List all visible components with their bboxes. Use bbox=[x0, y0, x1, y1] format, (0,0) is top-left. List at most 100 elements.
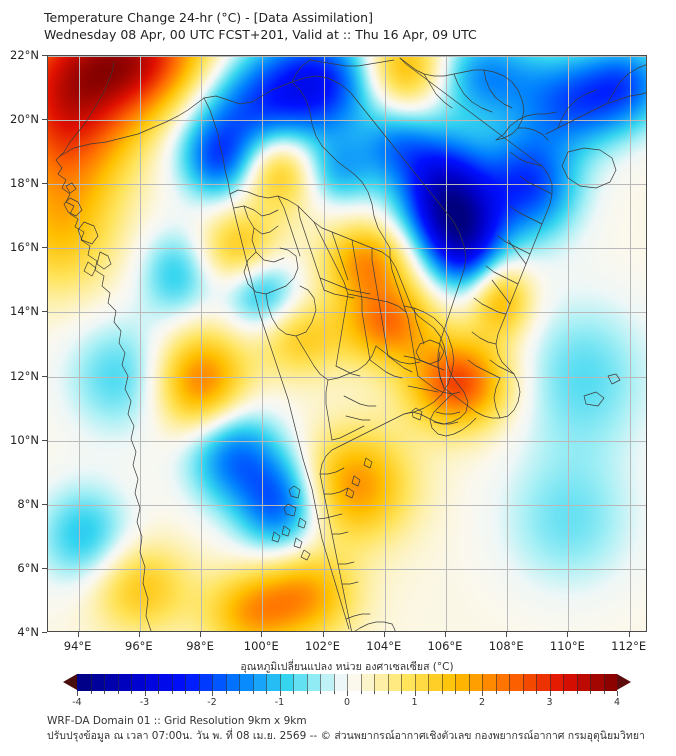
y-axis-tick bbox=[42, 568, 47, 569]
colorbar-minor-tick bbox=[131, 691, 132, 694]
colorbar-minor-tick bbox=[495, 691, 497, 694]
y-axis-label: 22°N bbox=[10, 48, 39, 62]
gridline-vertical bbox=[262, 56, 263, 631]
x-axis-label: 106°E bbox=[427, 639, 463, 653]
temperature-anomaly-field bbox=[48, 56, 646, 631]
x-axis-label: 100°E bbox=[243, 639, 279, 653]
colorbar-major-tick bbox=[144, 691, 146, 696]
coastline-svg bbox=[55, 57, 646, 631]
gridline-horizontal bbox=[48, 441, 646, 442]
gridline-vertical bbox=[507, 56, 508, 631]
colorbar-minor-tick bbox=[387, 691, 389, 694]
colorbar-minor-tick bbox=[239, 691, 240, 694]
page-title: Temperature Change 24-hr (°C) - [Data As… bbox=[44, 10, 373, 25]
colorbar-tick-label: -3 bbox=[139, 697, 150, 708]
colorbar-segment bbox=[522, 674, 536, 691]
x-axis-label: 96°E bbox=[125, 639, 153, 653]
colorbar-low-extend-cap bbox=[63, 674, 77, 690]
x-axis-tick bbox=[261, 632, 262, 637]
colorbar-segment bbox=[171, 674, 185, 691]
footer-model-info: WRF-DA Domain 01 :: Grid Resolution 9km … bbox=[47, 715, 307, 727]
colorbar-minor-tick bbox=[117, 691, 119, 694]
colorbar-segment bbox=[590, 674, 604, 691]
y-axis-label: 6°N bbox=[17, 560, 39, 575]
x-axis-label: 108°E bbox=[488, 639, 524, 653]
colorbar-minor-tick bbox=[401, 691, 402, 694]
colorbar-tick-label: -1 bbox=[274, 697, 285, 708]
colorbar-major-tick bbox=[279, 691, 281, 696]
gridline-vertical bbox=[79, 56, 80, 631]
colorbar-major-tick bbox=[414, 691, 416, 696]
y-axis-tick bbox=[42, 119, 47, 120]
colorbar-tick-label: 2 bbox=[478, 697, 486, 708]
colorbar-segment bbox=[77, 674, 91, 691]
colorbar-gradient bbox=[77, 674, 617, 691]
map-plot-area[interactable] bbox=[47, 55, 647, 632]
y-axis-label: 12°N bbox=[10, 368, 39, 383]
colorbar-tick-label: 0 bbox=[343, 697, 351, 708]
gridline-horizontal bbox=[48, 505, 646, 506]
colorbar-minor-tick bbox=[225, 691, 227, 694]
y-axis-label: 10°N bbox=[10, 432, 39, 447]
y-axis-tick bbox=[42, 183, 47, 184]
colorbar-title: อุณหภูมิเปลี่ยนแปลง หน่วย องศาเซลเซียส (… bbox=[240, 661, 454, 673]
gridline-vertical bbox=[140, 56, 141, 631]
gridline-horizontal bbox=[48, 377, 646, 378]
colorbar-minor-tick bbox=[590, 691, 591, 694]
gridline-vertical bbox=[201, 56, 202, 631]
colorbar-minor-tick bbox=[441, 691, 443, 694]
gridline-vertical bbox=[568, 56, 569, 631]
colorbar-segment bbox=[333, 674, 347, 691]
gridline-vertical bbox=[324, 56, 325, 631]
colorbar-segment bbox=[117, 674, 131, 691]
colorbar-segment bbox=[144, 674, 158, 691]
gridline-horizontal bbox=[48, 248, 646, 249]
colorbar-high-extend-cap bbox=[617, 674, 631, 690]
colorbar-minor-tick bbox=[522, 691, 524, 694]
chart-subtitle: Wednesday 08 Apr, 00 UTC FCST+201, Valid… bbox=[44, 26, 477, 42]
colorbar-segment bbox=[360, 674, 374, 691]
colorbar[interactable]: อุณหภูมิเปลี่ยนแปลง หน่วย องศาเซลเซียส (… bbox=[47, 660, 647, 708]
colorbar-segment bbox=[158, 674, 172, 691]
y-axis-label: 14°N bbox=[10, 304, 39, 319]
x-axis-tick bbox=[506, 632, 507, 637]
colorbar-minor-tick bbox=[266, 691, 267, 694]
y-axis-tick bbox=[42, 55, 47, 56]
colorbar-minor-tick bbox=[104, 691, 105, 694]
colorbar-segment bbox=[563, 674, 577, 691]
colorbar-major-tick bbox=[77, 691, 78, 696]
colorbar-segment bbox=[468, 674, 482, 691]
colorbar-segment bbox=[212, 674, 226, 691]
colorbar-segment bbox=[198, 674, 212, 691]
colorbar-minor-tick bbox=[158, 691, 159, 694]
colorbar-minor-tick bbox=[320, 691, 321, 694]
colorbar-minor-tick bbox=[374, 691, 375, 694]
colorbar-segment bbox=[401, 674, 415, 691]
colorbar-segment bbox=[293, 674, 307, 691]
x-axis-tick bbox=[323, 632, 324, 637]
y-axis-label: 18°N bbox=[10, 176, 39, 191]
colorbar-body[interactable] bbox=[63, 674, 631, 691]
colorbar-segment bbox=[495, 674, 509, 691]
footer: WRF-DA Domain 01 :: Grid Resolution 9km … bbox=[47, 714, 657, 744]
colorbar-segment bbox=[455, 674, 469, 691]
colorbar-segment bbox=[347, 674, 361, 691]
colorbar-tick-label: 3 bbox=[546, 697, 553, 708]
x-axis-label: 102°E bbox=[305, 639, 340, 653]
map-gridlines bbox=[48, 56, 646, 631]
colorbar-tick-label: 4 bbox=[613, 697, 621, 708]
chart-title-block: Temperature Change 24-hr (°C) - [Data As… bbox=[44, 10, 644, 43]
colorbar-major-tick bbox=[347, 691, 348, 696]
colorbar-segment bbox=[603, 674, 617, 691]
colorbar-minor-tick bbox=[576, 691, 578, 694]
colorbar-segment bbox=[252, 674, 266, 691]
colorbar-minor-tick bbox=[468, 691, 470, 694]
colorbar-minor-tick bbox=[171, 691, 173, 694]
colorbar-major-tick bbox=[549, 691, 551, 696]
gridline-horizontal bbox=[48, 312, 646, 313]
colorbar-minor-tick bbox=[333, 691, 335, 694]
colorbar-segment bbox=[239, 674, 253, 691]
colorbar-minor-tick bbox=[198, 691, 200, 694]
colorbar-segment bbox=[387, 674, 401, 691]
y-axis-tick bbox=[42, 311, 47, 312]
